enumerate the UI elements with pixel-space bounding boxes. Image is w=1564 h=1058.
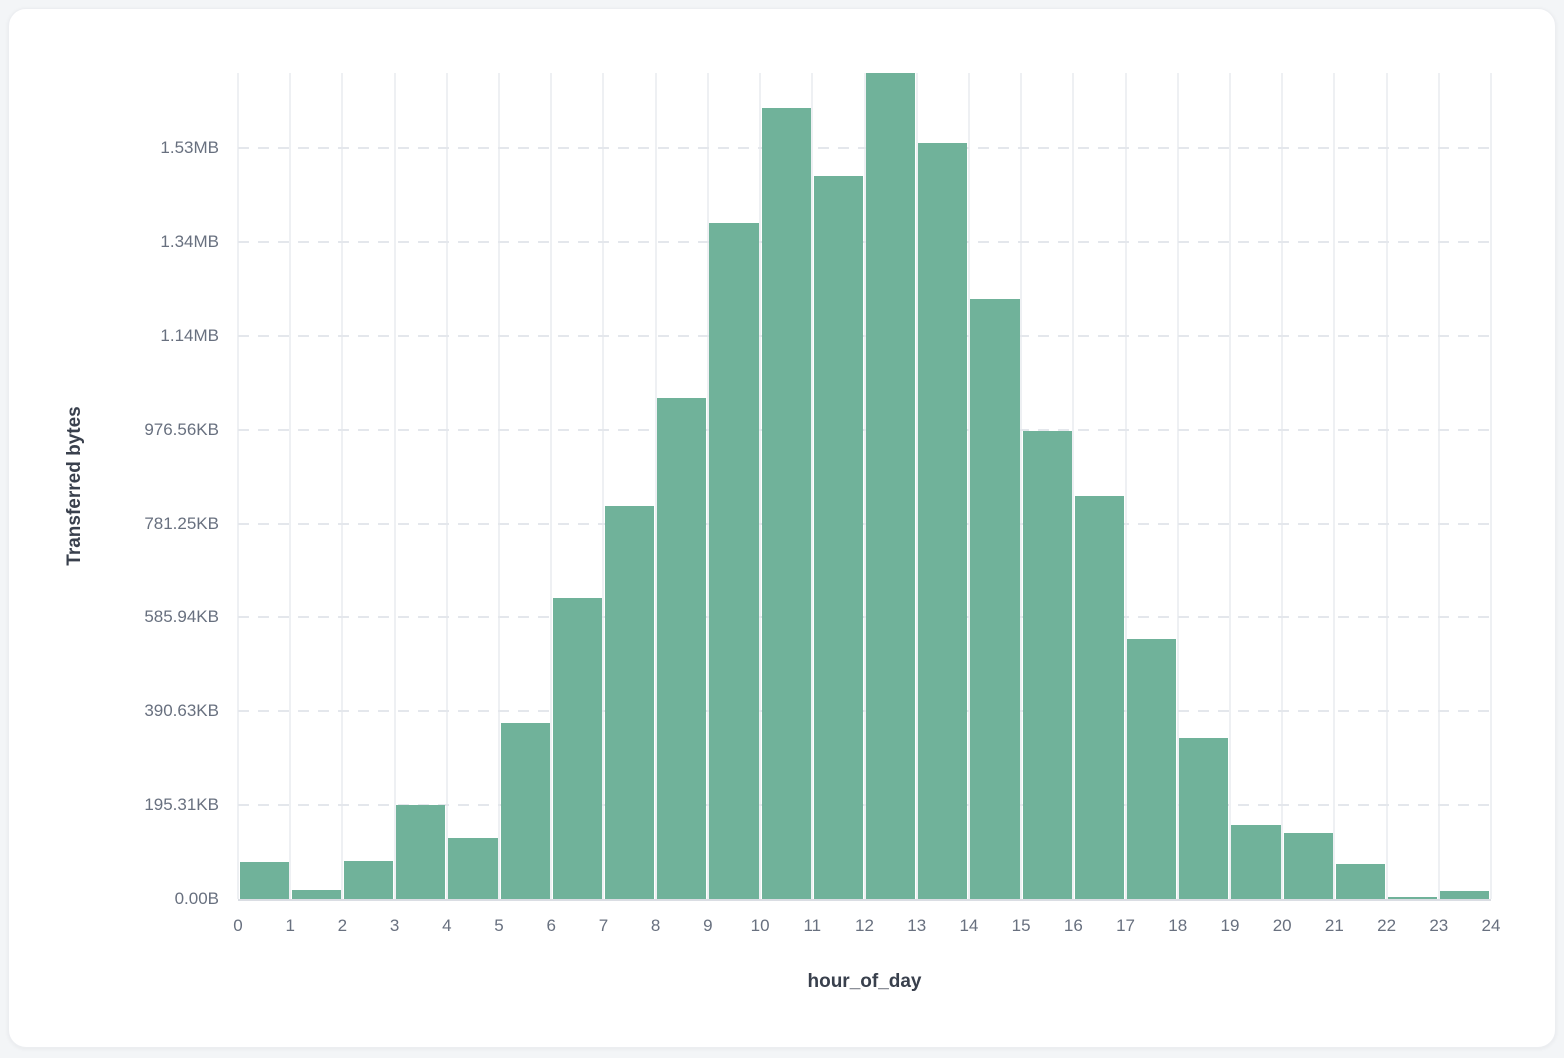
bar-hour-7[interactable] (604, 505, 655, 899)
x-tick-label: 23 (1429, 916, 1449, 935)
vertical-gridline (1072, 73, 1075, 899)
bar-hour-11[interactable] (813, 176, 863, 899)
bar-hour-22[interactable] (1388, 897, 1438, 899)
vertical-gridline (1020, 73, 1023, 899)
vertical-gridline (393, 73, 396, 899)
bar-hour-10[interactable] (761, 107, 811, 899)
x-tick-label: 16 (1063, 916, 1083, 935)
vertical-gridline (289, 73, 292, 899)
bar-hour-6[interactable] (552, 597, 602, 899)
x-tick-label: 12 (855, 916, 874, 935)
horizontal-gridline (238, 710, 1491, 713)
y-tick-label: 195.31KB (144, 795, 219, 815)
x-tick-label: 9 (703, 916, 713, 935)
vertical-gridline (550, 73, 553, 899)
bar-hour-1[interactable] (291, 889, 341, 899)
vertical-gridline (654, 73, 657, 899)
chart-card: 0.00B 195.31KB 390.63KB 585.94KB 781.25KB 976… (8, 8, 1556, 1048)
x-tick-label: 5 (494, 916, 504, 935)
vertical-gridline (498, 73, 501, 899)
vertical-gridline (1437, 73, 1440, 899)
bar-hour-13[interactable] (918, 143, 968, 899)
vertical-gridline (706, 73, 709, 899)
y-tick-label: 585.94KB (144, 607, 219, 627)
x-tick-label: 18 (1168, 916, 1188, 935)
x-tick-label: 7 (598, 916, 609, 935)
bar-hour-18[interactable] (1179, 737, 1229, 899)
bar-hour-2[interactable] (343, 861, 394, 899)
y-axis-tick-labels: 0.00B 195.31KB 390.63KB 585.94KB 781.25KB 976… (9, 73, 219, 908)
plot-area (237, 73, 1492, 901)
bar-hour-19[interactable] (1231, 824, 1281, 899)
x-tick-label: 24 (1481, 916, 1501, 935)
x-tick-label: 15 (1011, 916, 1031, 935)
vertical-gridline (1228, 73, 1231, 899)
vertical-gridline (1281, 73, 1284, 899)
horizontal-gridline (238, 522, 1491, 525)
vertical-gridline (1385, 73, 1388, 899)
x-tick-label: 22 (1377, 916, 1397, 935)
x-axis-title: hour_of_day (807, 971, 922, 992)
x-tick-label: 14 (959, 916, 979, 935)
horizontal-gridline (238, 616, 1491, 619)
bar-hour-5[interactable] (500, 723, 550, 899)
vertical-gridline (341, 73, 344, 899)
y-tick-label: 0.00B (174, 889, 219, 908)
vertical-gridline (759, 73, 762, 899)
horizontal-gridline (238, 240, 1491, 243)
vertical-gridline (1333, 73, 1336, 899)
vertical-gridline (1124, 73, 1127, 899)
y-tick-label: 976.56KB (144, 419, 219, 439)
vertical-gridline (811, 73, 814, 899)
vertical-gridline (1176, 73, 1179, 899)
horizontal-gridline (238, 334, 1491, 337)
x-tick-label: 1 (285, 916, 295, 935)
vertical-gridline (863, 73, 866, 899)
x-tick-label: 13 (907, 916, 927, 935)
vertical-gridline (915, 73, 918, 899)
bar-hour-4[interactable] (448, 838, 498, 899)
bar-hour-9[interactable] (709, 222, 759, 899)
vertical-gridline (602, 73, 605, 899)
bar-hour-16[interactable] (1074, 495, 1125, 899)
bar-hour-0[interactable] (239, 862, 289, 899)
y-tick-label: 1.53MB (160, 138, 219, 158)
y-axis-title: Transferred bytes (64, 406, 85, 566)
bar-hour-17[interactable] (1127, 639, 1177, 899)
x-tick-label: 8 (650, 916, 661, 935)
x-tick-label: 20 (1272, 916, 1292, 935)
x-tick-label: 2 (337, 916, 348, 935)
bar-hour-12[interactable] (866, 73, 916, 899)
bar-hour-8[interactable] (657, 398, 707, 899)
y-tick-label: 1.34MB (160, 231, 219, 251)
y-tick-label: 1.14MB (160, 325, 219, 345)
x-tick-label: 11 (803, 916, 822, 935)
x-tick-label: 6 (546, 916, 556, 935)
x-axis-tick-labels: 0 1 2 3 4 5 6 7 8 9 10 11 12 13 14 15 16 17 18 19 20 21 22 23 24 (233, 913, 1500, 939)
y-tick-label: 781.25KB (144, 513, 219, 533)
vertical-gridline (1490, 73, 1492, 899)
x-axis-line (238, 899, 1491, 901)
horizontal-gridline (238, 147, 1491, 150)
bar-hour-3[interactable] (396, 805, 446, 899)
horizontal-gridline (238, 428, 1491, 431)
vertical-gridline (967, 73, 970, 899)
bar-hour-23[interactable] (1440, 890, 1490, 899)
vertical-gridline (445, 73, 448, 899)
x-tick-label: 10 (750, 916, 770, 935)
bar-hour-14[interactable] (970, 299, 1020, 899)
y-tick-label: 390.63KB (144, 701, 219, 721)
x-tick-label: 3 (389, 916, 400, 935)
x-tick-label: 4 (442, 916, 452, 935)
bar-hour-15[interactable] (1022, 431, 1072, 899)
x-tick-label: 0 (233, 916, 243, 935)
bar-hour-21[interactable] (1335, 864, 1386, 899)
bar-hour-20[interactable] (1283, 833, 1333, 899)
horizontal-gridline (238, 804, 1491, 807)
vertical-gridline (237, 73, 239, 899)
x-tick-label: 19 (1220, 916, 1240, 935)
x-tick-label: 17 (1116, 916, 1135, 935)
x-tick-label: 21 (1324, 916, 1344, 935)
